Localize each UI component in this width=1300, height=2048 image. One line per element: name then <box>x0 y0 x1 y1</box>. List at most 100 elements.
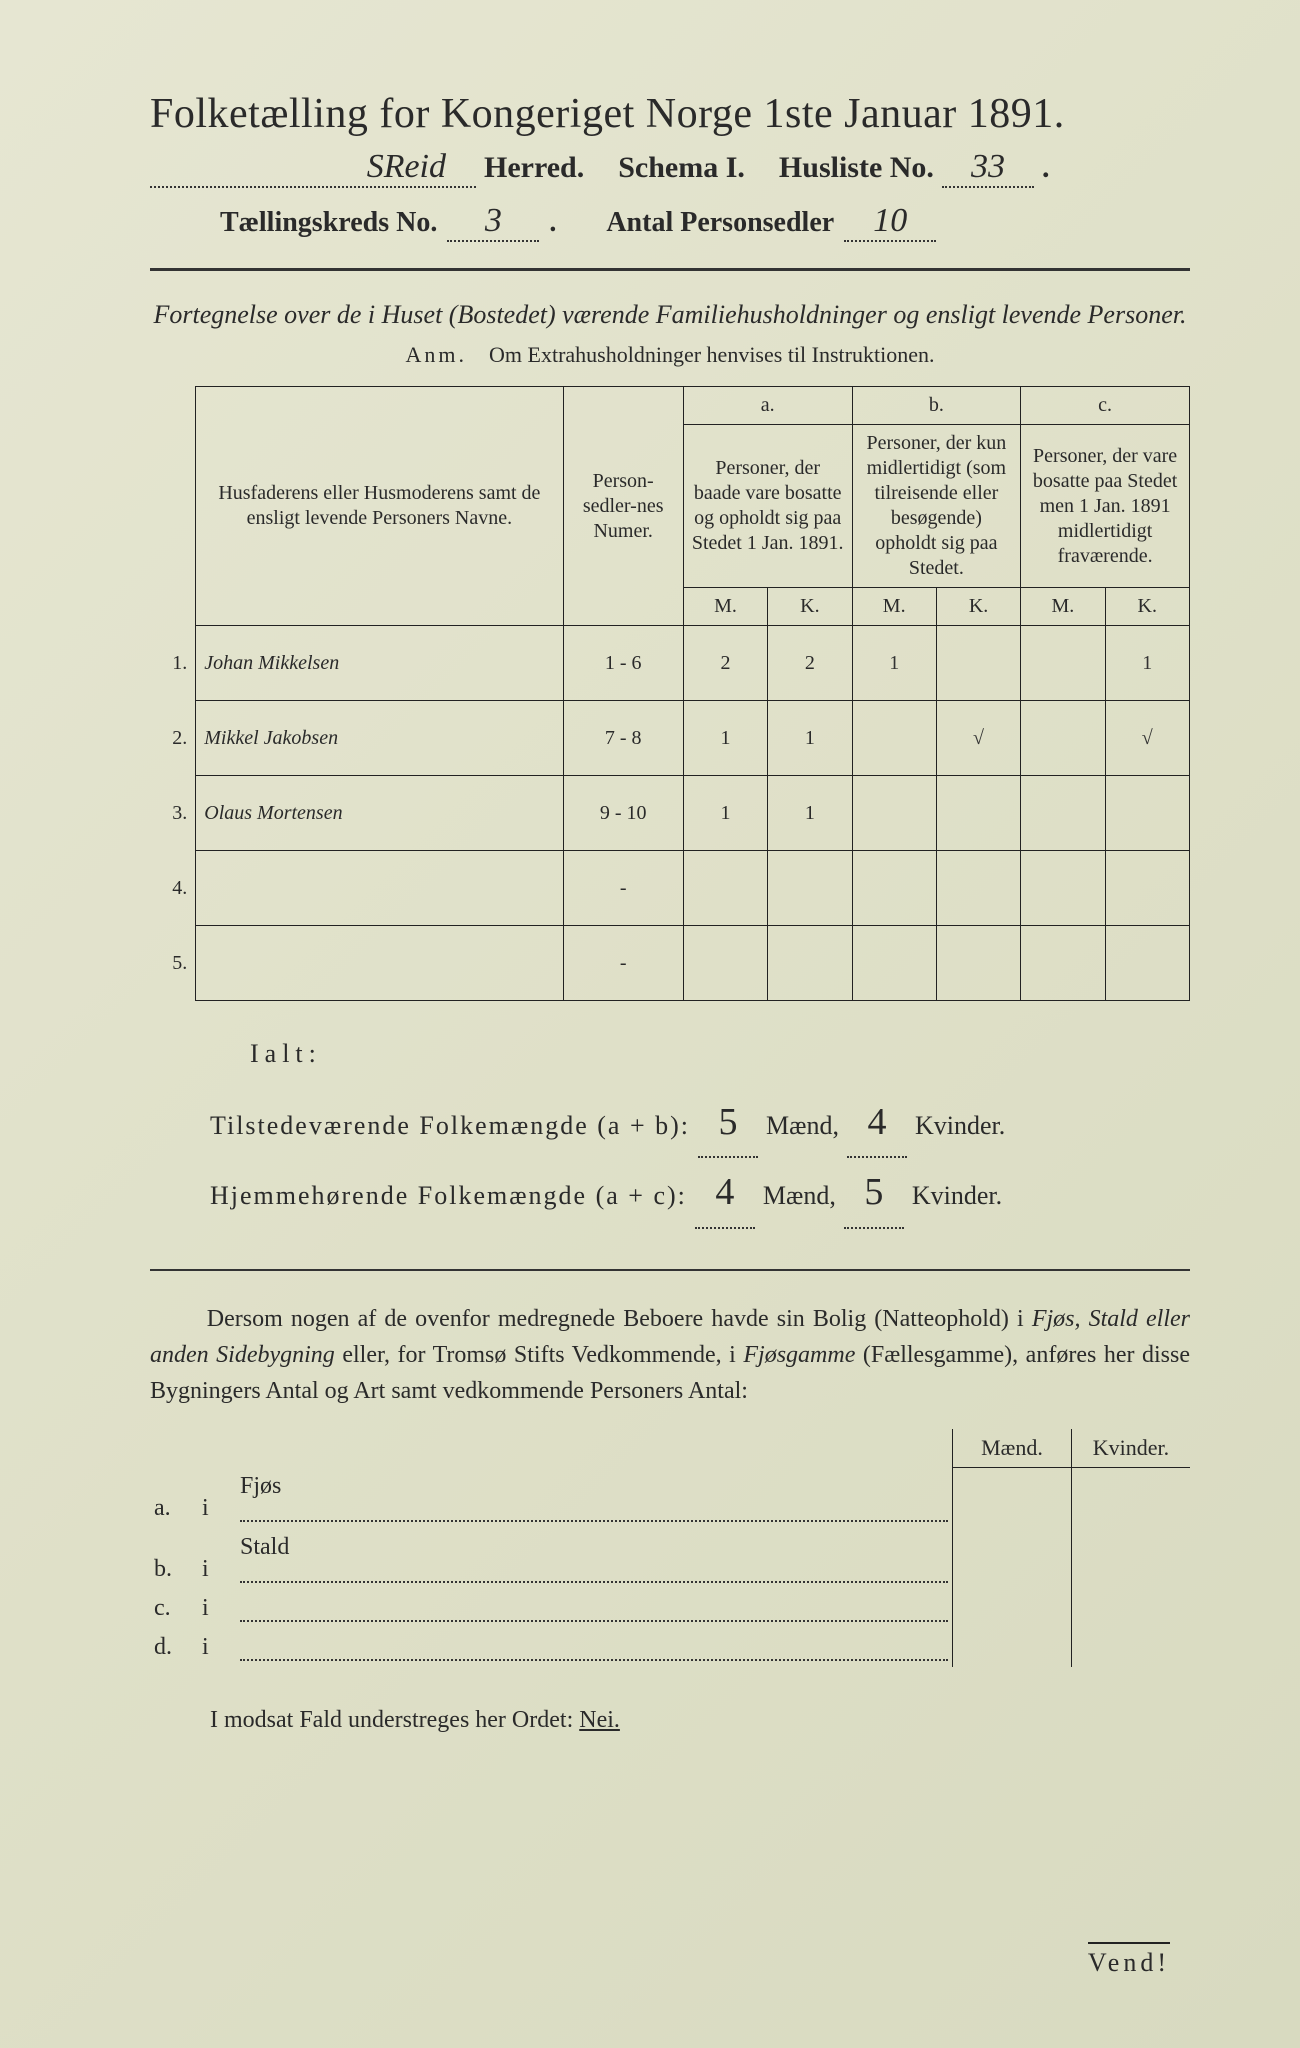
numer-cell: - <box>563 851 683 926</box>
c-m-cell <box>1021 926 1105 1001</box>
vend-label: Vend! <box>1088 1942 1170 1978</box>
building-row: b.iStald <box>150 1528 1190 1589</box>
b-k-cell: √ <box>936 701 1020 776</box>
b-m-cell <box>852 701 936 776</box>
census-form-page: Folketælling for Kongeriget Norge 1ste J… <box>0 0 1300 2048</box>
b-m-cell <box>852 776 936 851</box>
row-label: Stald <box>236 1528 953 1589</box>
husliste-label: Husliste No. <box>779 151 934 185</box>
schema-label: Schema I. <box>618 151 745 185</box>
row-letter: d. <box>150 1628 198 1667</box>
row2-m-value: 4 <box>695 1158 755 1228</box>
row-maend <box>953 1467 1072 1528</box>
b-k-cell <box>936 626 1020 701</box>
row-maend <box>953 1528 1072 1589</box>
c-m-cell <box>1021 701 1105 776</box>
row-i: i <box>198 1528 236 1589</box>
col-a-letter: a. <box>683 387 852 425</box>
row-label <box>236 1628 953 1667</box>
col-numer-header: Person-sedler-nes Numer. <box>563 387 683 626</box>
building-row: a.iFjøs <box>150 1467 1190 1528</box>
row2-k-value: 5 <box>844 1158 904 1228</box>
a-k-cell: 1 <box>768 776 852 851</box>
table-row: 5.- <box>150 926 1190 1001</box>
b-k-cell <box>936 926 1020 1001</box>
c-m-cell <box>1021 626 1105 701</box>
a-m-cell: 2 <box>683 626 767 701</box>
b-k-cell <box>936 776 1020 851</box>
antal-label: Antal Personsedler <box>606 207 834 239</box>
table-row: 1.Johan Mikkelsen1 - 62211 <box>150 626 1190 701</box>
col-a-m: M. <box>683 588 767 626</box>
page-title: Folketælling for Kongeriget Norge 1ste J… <box>150 90 1190 138</box>
row-kvinder <box>1072 1589 1191 1628</box>
header-row-2: Tællingskreds No. 3 . Antal Personsedler… <box>150 202 1190 242</box>
a-k-cell: 1 <box>768 701 852 776</box>
household-table: Husfaderens eller Husmoderens samt de en… <box>150 386 1190 1001</box>
col-a-header: Personer, der baade vare bosatte og opho… <box>683 425 852 588</box>
kreds-field: 3 <box>447 202 539 242</box>
col-names-header: Husfaderens eller Husmoderens samt de en… <box>196 387 563 626</box>
totals-block: Ialt: Tilstedeværende Folkemængde (a + b… <box>210 1031 1190 1229</box>
col-b-k: K. <box>936 588 1020 626</box>
nei-word: Nei. <box>579 1707 620 1733</box>
col-a-k: K. <box>768 588 852 626</box>
row-letter: b. <box>150 1528 198 1589</box>
row-i: i <box>198 1467 236 1528</box>
c-k-cell <box>1105 776 1189 851</box>
row-kvinder <box>1072 1628 1191 1667</box>
a-m-cell <box>683 926 767 1001</box>
row-number: 5. <box>150 926 196 1001</box>
col-c-header: Personer, der vare bosatte paa Stedet me… <box>1021 425 1190 588</box>
b-m-cell: 1 <box>852 626 936 701</box>
row-maend <box>953 1589 1072 1628</box>
col-c-m: M. <box>1021 588 1105 626</box>
building-table: Mænd. Kvinder. a.iFjøsb.iStaldc.id.i <box>150 1429 1190 1668</box>
building-row: d.i <box>150 1628 1190 1667</box>
intro-text: Fortegnelse over de i Huset (Bostedet) v… <box>150 297 1190 332</box>
row-maend <box>953 1628 1072 1667</box>
row-kvinder <box>1072 1528 1191 1589</box>
row1-label: Tilstedeværende Folkemængde (a + b): <box>210 1103 690 1150</box>
a-k-cell <box>768 851 852 926</box>
name-cell <box>196 851 563 926</box>
row2-label: Hjemmehørende Folkemængde (a + c): <box>210 1173 687 1220</box>
a-m-cell: 1 <box>683 701 767 776</box>
totals-row-2: Hjemmehørende Folkemængde (a + c): 4 Mæn… <box>210 1158 1190 1228</box>
ialt-label: Ialt: <box>210 1031 1190 1078</box>
anm-label: Anm. <box>406 342 468 367</box>
table-row: 2.Mikkel Jakobsen7 - 811√√ <box>150 701 1190 776</box>
building-paragraph: Dersom nogen af de ovenfor medregnede Be… <box>150 1301 1190 1409</box>
row-i: i <box>198 1628 236 1667</box>
c-k-cell <box>1105 851 1189 926</box>
a-k-cell <box>768 926 852 1001</box>
c-k-cell: √ <box>1105 701 1189 776</box>
row-number: 3. <box>150 776 196 851</box>
c-m-cell <box>1021 776 1105 851</box>
row1-k-value: 4 <box>847 1088 907 1158</box>
a-m-cell: 1 <box>683 776 767 851</box>
divider-mid <box>150 1269 1190 1271</box>
a-k-cell: 2 <box>768 626 852 701</box>
bottom-kvinder-header: Kvinder. <box>1072 1429 1191 1468</box>
col-c-letter: c. <box>1021 387 1190 425</box>
c-m-cell <box>1021 851 1105 926</box>
anm-text: Om Extrahusholdninger henvises til Instr… <box>489 342 934 367</box>
divider-top <box>150 268 1190 271</box>
row-number: 4. <box>150 851 196 926</box>
nei-line: I modsat Fald understreges her Ordet: Ne… <box>150 1707 1190 1734</box>
numer-cell: 9 - 10 <box>563 776 683 851</box>
name-cell: Olaus Mortensen <box>196 776 563 851</box>
husliste-field: 33 <box>942 148 1034 188</box>
herred-field: SReid <box>150 148 476 188</box>
row-i: i <box>198 1589 236 1628</box>
herred-label: Herred. <box>484 151 584 185</box>
row-label: Fjøs <box>236 1467 953 1528</box>
b-m-cell <box>852 851 936 926</box>
numer-cell: 1 - 6 <box>563 626 683 701</box>
bottom-maend-header: Mænd. <box>953 1429 1072 1468</box>
table-row: 3.Olaus Mortensen9 - 1011 <box>150 776 1190 851</box>
row-label <box>236 1589 953 1628</box>
b-k-cell <box>936 851 1020 926</box>
col-c-k: K. <box>1105 588 1189 626</box>
